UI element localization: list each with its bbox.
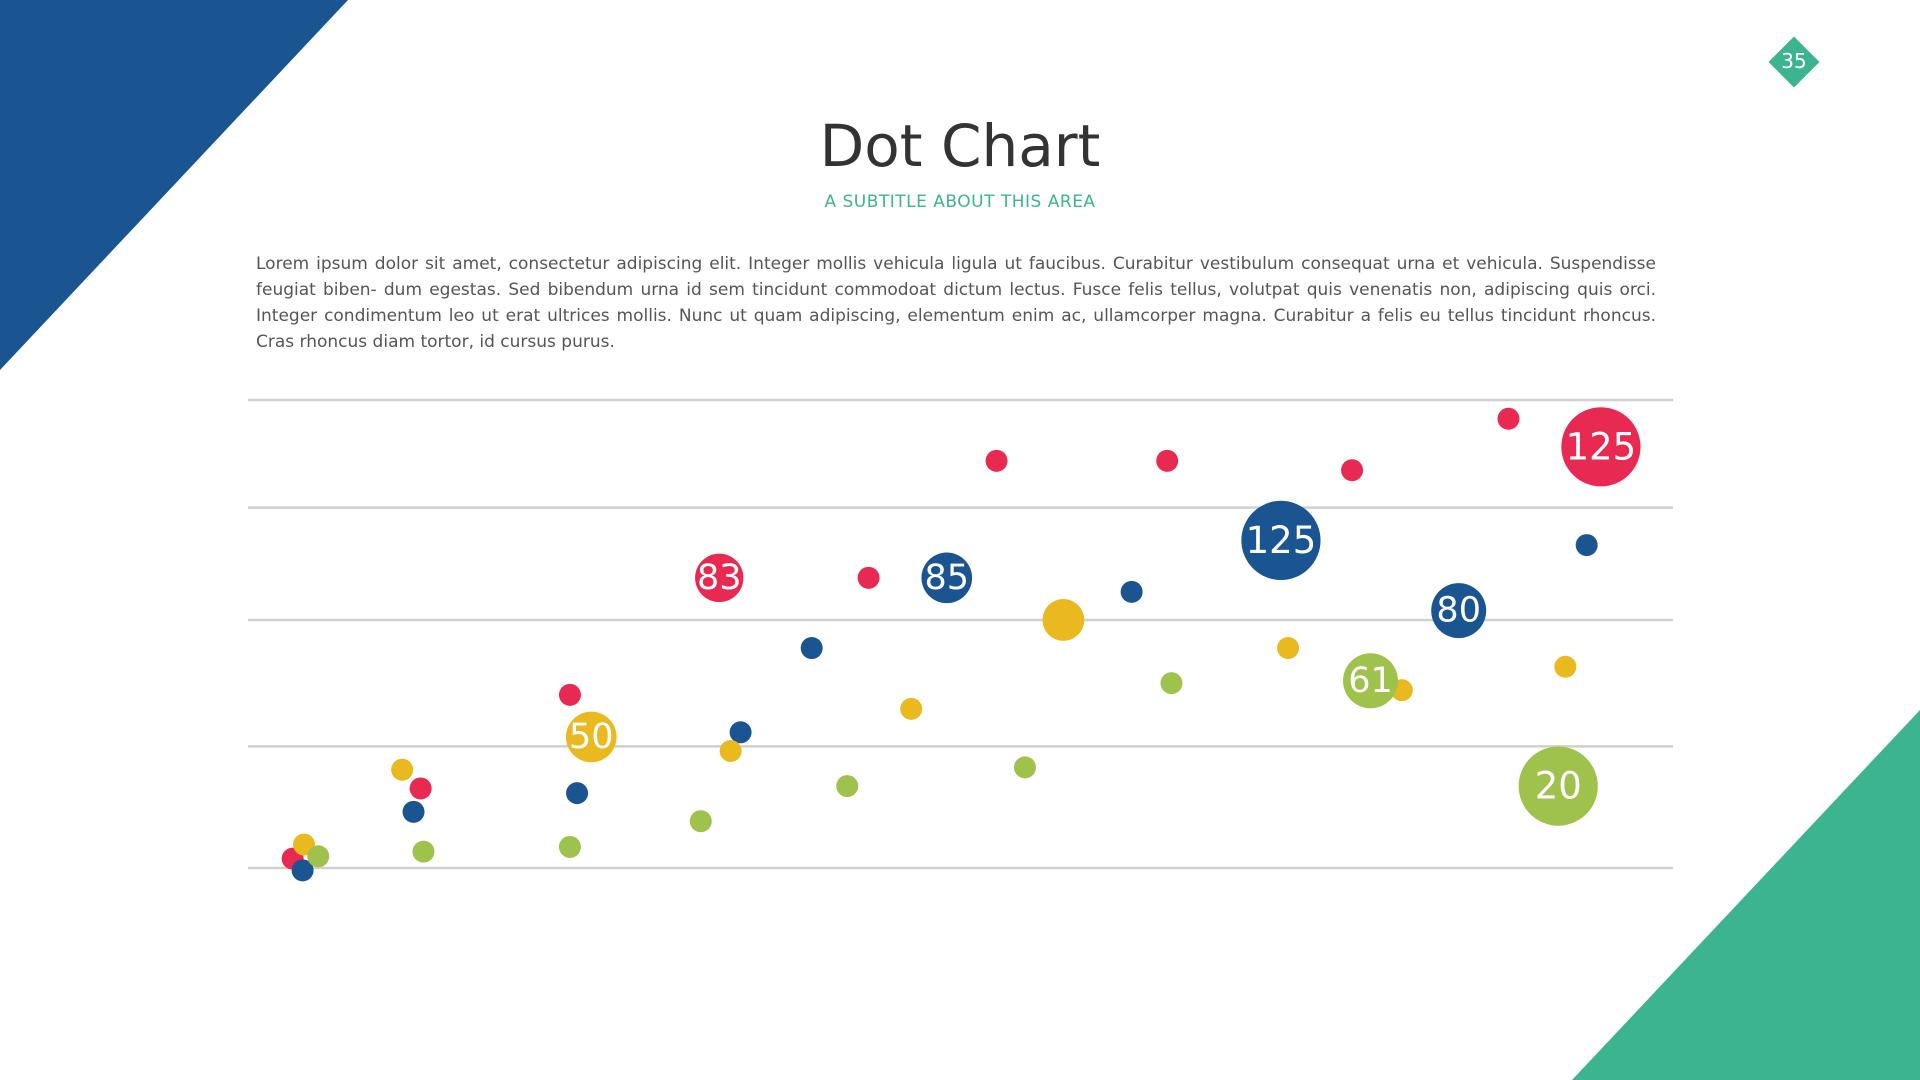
dot-yellow-2: [565, 711, 617, 763]
dot-green-5: [1013, 756, 1036, 779]
dot-green-3: [689, 810, 712, 833]
slide-title: Dot Chart: [819, 112, 1101, 180]
dot-label-navy-7: 125: [1246, 519, 1317, 562]
dot-navy-5: [921, 552, 973, 604]
slide-subtitle: A SUBTITLE ABOUT THIS AREA: [824, 192, 1096, 212]
dot-label-red-3: 83: [697, 558, 742, 598]
dot-navy-9: [1575, 534, 1598, 557]
chart-gridlines: [248, 398, 1673, 870]
dot-green-1: [412, 840, 435, 863]
bottom-right-teal-triangle: [1572, 710, 1920, 1080]
page-number-badge: 35: [1768, 36, 1820, 88]
dot-navy-6: [1120, 580, 1143, 603]
dot-green-6: [1160, 672, 1183, 695]
dot-red-3: [695, 553, 744, 603]
dot-label-navy-5: 85: [925, 558, 970, 598]
dot-red-2: [558, 683, 581, 706]
dot-label-green-8: 20: [1535, 765, 1582, 808]
dot-yellow-3: [719, 740, 742, 762]
dot-yellow-6: [1277, 637, 1300, 660]
dot-yellow-1: [391, 758, 414, 781]
dot-green-8: [1518, 746, 1598, 826]
dot-label-yellow-2: 50: [569, 717, 614, 757]
slide-body-text: Lorem ipsum dolor sit amet, consectetur …: [256, 254, 1656, 352]
dot-red-1: [409, 777, 432, 800]
dot-red-8: [1497, 407, 1520, 430]
dot-green-4: [836, 775, 859, 798]
dot-green-0: [307, 845, 330, 868]
top-left-navy-triangle: [0, 0, 348, 370]
dot-navy-2: [566, 782, 589, 805]
dot-navy-3: [729, 721, 752, 744]
dot-red-7: [1341, 459, 1364, 482]
dot-red-9: [1561, 407, 1641, 487]
dot-navy-0: [291, 859, 314, 882]
dot-yellow-8: [1554, 655, 1577, 678]
page-number: 35: [1781, 49, 1807, 73]
dot-navy-1: [402, 800, 425, 823]
dot-yellow-5: [1042, 599, 1085, 641]
dot-label-red-9: 125: [1566, 425, 1637, 468]
dot-navy-8: [1431, 583, 1487, 639]
dot-navy-7: [1241, 500, 1321, 580]
dot-navy-4: [800, 637, 823, 660]
dot-label-navy-8: 80: [1436, 591, 1481, 631]
dot-yellow-4: [900, 697, 923, 720]
dot-red-4: [857, 566, 880, 589]
dot-red-5: [985, 449, 1008, 472]
dot-green-7: [1343, 653, 1399, 709]
chart-dots: 83 125 85 125 80 50 61 20: [281, 407, 1641, 882]
dot-label-green-7: 61: [1348, 661, 1393, 701]
dot-green-2: [558, 835, 581, 858]
dot-red-6: [1156, 449, 1179, 472]
